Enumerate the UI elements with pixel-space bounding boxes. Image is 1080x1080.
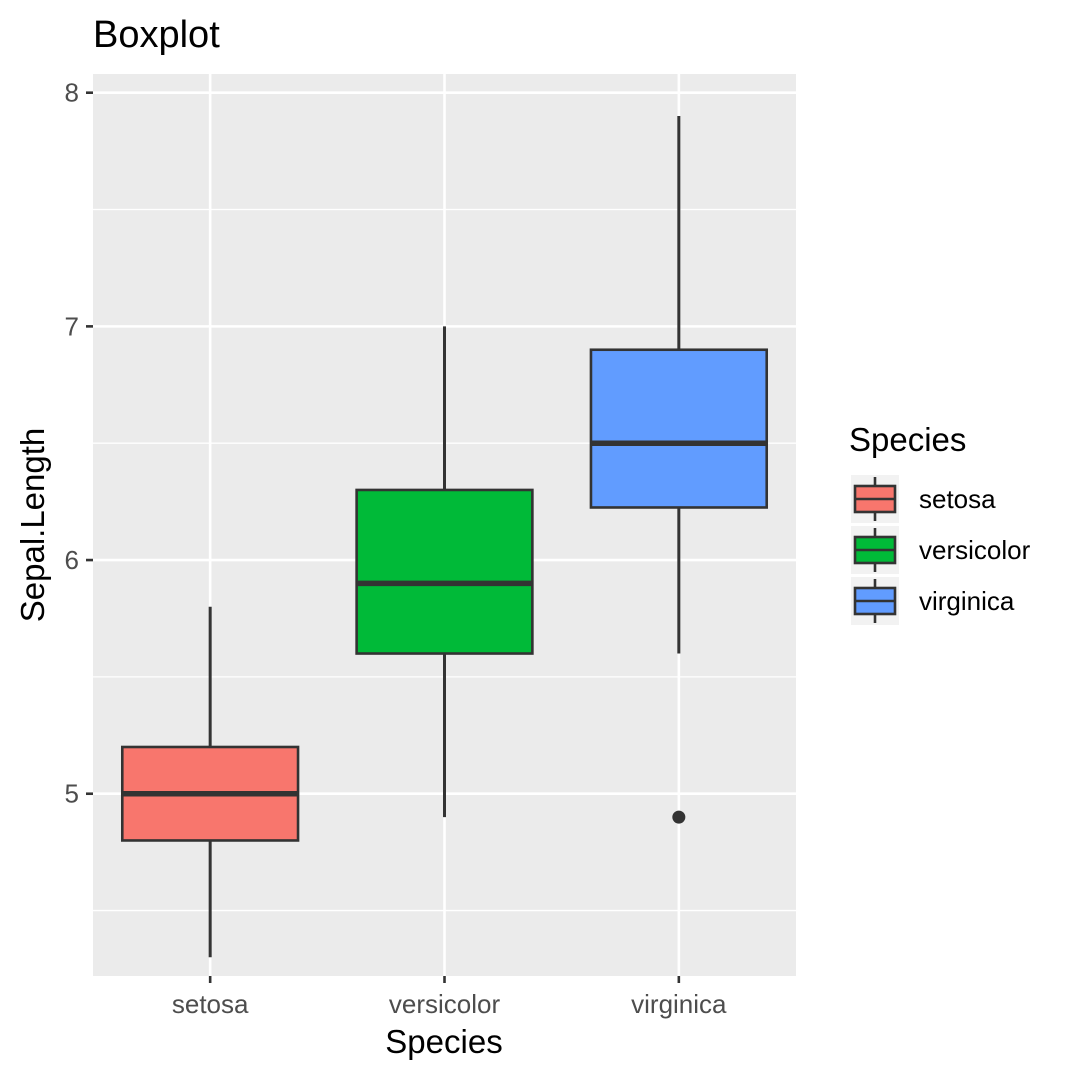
x-tick-label-0: setosa [172,989,249,1019]
y-tick-label-0: 5 [65,779,79,809]
x-tick-label-1: versicolor [389,989,501,1019]
box-body-virginica [589,348,769,509]
y-axis: 5 6 7 8 [65,78,93,809]
legend-label-setosa: setosa [919,484,996,514]
legend-label-virginica: virginica [919,586,1015,616]
chart-title: Boxplot [93,14,220,56]
box-body-versicolor [355,488,534,655]
boxes [120,116,769,958]
y-axis-title: Sepal.Length [14,428,51,623]
outlier-virginica-0 [672,810,686,824]
box-virginica [589,116,769,824]
y-tick-label-3: 8 [65,78,79,108]
x-tick-label-2: virginica [631,989,727,1019]
legend-label-versicolor: versicolor [919,535,1031,565]
legend-item-virginica: virginica [851,577,1015,625]
legend: Species setosa versicolor virginica [849,421,1031,625]
legend-item-setosa: setosa [851,475,996,523]
box-setosa [120,606,300,958]
x-axis: setosa versicolor virginica [172,976,727,1019]
y-tick-label-1: 6 [65,545,79,575]
legend-item-versicolor: versicolor [851,526,1031,574]
y-tick-label-2: 7 [65,311,79,341]
x-axis-title: Species [385,1023,502,1060]
box-versicolor [355,326,534,818]
legend-title: Species [849,421,966,458]
